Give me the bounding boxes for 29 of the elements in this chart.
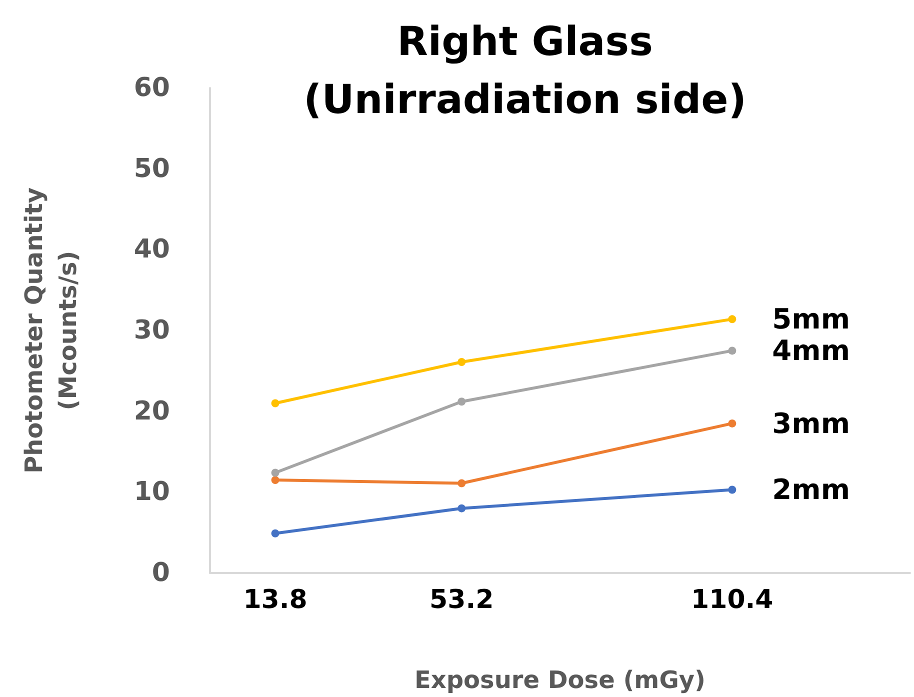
y-tick-label: 0 xyxy=(152,558,170,588)
y-tick-label: 20 xyxy=(134,396,170,426)
point xyxy=(458,358,466,366)
point xyxy=(458,398,466,406)
y-axis-title: Photometer Quantity (Mcounts/s) xyxy=(20,187,82,474)
y-tick-label: 60 xyxy=(134,73,170,103)
y-tick-label: 30 xyxy=(134,316,170,346)
series-label: 3mm xyxy=(772,406,850,440)
point xyxy=(728,346,736,355)
series-label: 5mm xyxy=(772,302,850,336)
point xyxy=(728,486,736,494)
point xyxy=(271,399,280,408)
point xyxy=(458,504,466,512)
x-tick-label: 13.8 xyxy=(243,585,308,615)
point xyxy=(458,479,466,488)
y-tick-label: 10 xyxy=(134,477,170,508)
y-tick-label: 50 xyxy=(134,154,170,184)
x-tick-label: 110.4 xyxy=(691,585,774,615)
x-axis-title: Exposure Dose (mGy) xyxy=(414,666,706,694)
point xyxy=(271,476,280,484)
series-label: 2mm xyxy=(772,473,850,506)
series-label: 4mm xyxy=(772,334,850,368)
chart-title: Right Glass (Unirradiation side) xyxy=(303,19,747,123)
point xyxy=(728,315,736,324)
point xyxy=(271,468,280,477)
point xyxy=(271,529,280,538)
x-tick-label: 53.2 xyxy=(430,585,494,615)
point xyxy=(728,419,736,428)
y-tick-label: 40 xyxy=(134,234,170,265)
